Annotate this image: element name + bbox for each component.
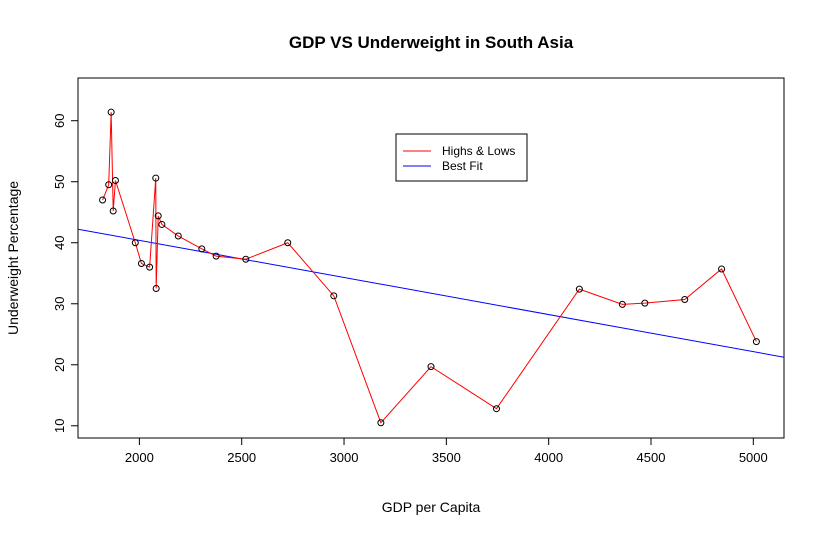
data-point (131, 239, 139, 247)
best-fit-line (78, 228, 784, 358)
plot-area-frame (77, 77, 785, 439)
y-tick-label: 50 (52, 174, 67, 188)
y-axis-label: Underweight Percentage (5, 181, 21, 335)
data-point (377, 419, 385, 427)
x-tick-label: 4500 (637, 450, 666, 465)
y-tick-label: 40 (52, 236, 67, 250)
data-point (107, 108, 115, 116)
data-point (146, 263, 154, 271)
x-axis-label: GDP per Capita (382, 499, 481, 515)
y-axis: 10 20 30 40 50 60 (52, 113, 79, 433)
data-point (575, 285, 583, 293)
legend-label-best-fit: Best Fit (442, 159, 483, 173)
x-tick-label: 3000 (330, 450, 359, 465)
data-point (109, 207, 117, 215)
y-tick-label: 20 (52, 358, 67, 372)
x-tick-label: 2000 (125, 450, 154, 465)
data-point (284, 239, 292, 247)
data-point (152, 174, 160, 182)
data-point (492, 405, 500, 413)
data-point (242, 255, 250, 263)
data-point (174, 232, 182, 240)
highs-lows-layer (99, 108, 760, 427)
x-tick-label: 2500 (227, 450, 256, 465)
data-point (99, 196, 107, 204)
data-point (718, 265, 726, 273)
chart-title: GDP VS Underweight in South Asia (289, 33, 574, 52)
data-point (137, 259, 145, 267)
y-tick-label: 10 (52, 419, 67, 433)
data-point (427, 363, 435, 371)
data-point (641, 299, 649, 307)
y-tick-label: 60 (52, 113, 67, 127)
legend-box (395, 133, 528, 182)
legend: Highs & Lows Best Fit (395, 133, 528, 182)
data-point (212, 252, 220, 260)
best-fit-layer (78, 228, 784, 358)
y-tick-label: 30 (52, 297, 67, 311)
data-point (154, 212, 162, 220)
legend-label-highs-lows: Highs & Lows (442, 144, 515, 158)
x-axis: 2000 2500 3000 3500 4000 4500 5000 (125, 437, 768, 465)
data-point (681, 295, 689, 303)
data-point (752, 338, 760, 346)
highs-lows-line (102, 112, 757, 424)
x-tick-label: 5000 (739, 450, 768, 465)
x-tick-label: 3500 (432, 450, 461, 465)
data-point (105, 181, 113, 189)
data-point (330, 292, 338, 300)
x-tick-label: 4000 (534, 450, 563, 465)
data-point (198, 245, 206, 253)
data-point (152, 285, 160, 293)
data-point (618, 300, 626, 308)
data-point (111, 177, 119, 185)
data-point (158, 220, 166, 228)
